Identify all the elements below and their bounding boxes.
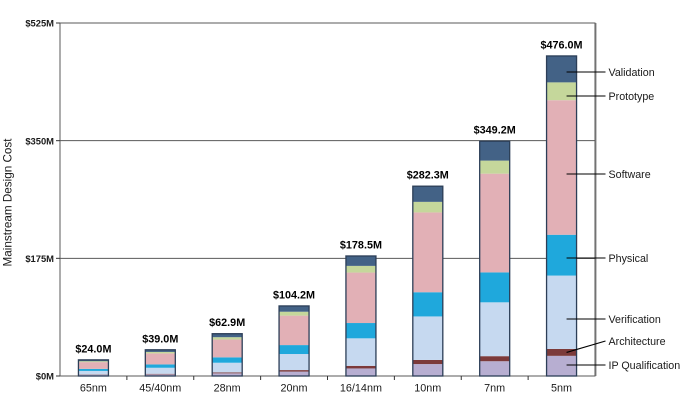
- svg-text:28nm: 28nm: [214, 383, 241, 395]
- svg-text:Verification: Verification: [609, 314, 661, 326]
- svg-text:IP Qualification: IP Qualification: [609, 360, 681, 372]
- svg-text:20nm: 20nm: [281, 383, 308, 395]
- svg-text:65nm: 65nm: [80, 383, 107, 395]
- svg-text:10nm: 10nm: [414, 383, 441, 395]
- svg-text:$175M: $175M: [25, 253, 54, 264]
- svg-text:Software: Software: [609, 169, 651, 181]
- svg-text:Validation: Validation: [609, 67, 655, 79]
- svg-text:$350M: $350M: [25, 135, 54, 146]
- svg-text:$24.0M: $24.0M: [75, 343, 111, 355]
- svg-text:$349.2M: $349.2M: [474, 125, 516, 137]
- svg-text:16/14nm: 16/14nm: [340, 383, 382, 395]
- svg-text:7nm: 7nm: [484, 383, 505, 395]
- svg-text:$282.3M: $282.3M: [407, 170, 449, 182]
- svg-text:$178.5M: $178.5M: [340, 239, 382, 251]
- svg-text:$0M: $0M: [36, 371, 54, 382]
- svg-text:Architecture: Architecture: [609, 336, 666, 348]
- svg-text:$62.9M: $62.9M: [209, 317, 245, 329]
- svg-text:$525M: $525M: [25, 18, 54, 29]
- svg-text:$476.0M: $476.0M: [541, 39, 583, 51]
- svg-text:Prototype: Prototype: [609, 91, 655, 103]
- svg-text:45/40nm: 45/40nm: [139, 383, 181, 395]
- svg-text:$39.0M: $39.0M: [142, 333, 178, 345]
- svg-text:5nm: 5nm: [551, 383, 572, 395]
- svg-text:$104.2M: $104.2M: [273, 289, 315, 301]
- svg-text:Physical: Physical: [609, 253, 649, 265]
